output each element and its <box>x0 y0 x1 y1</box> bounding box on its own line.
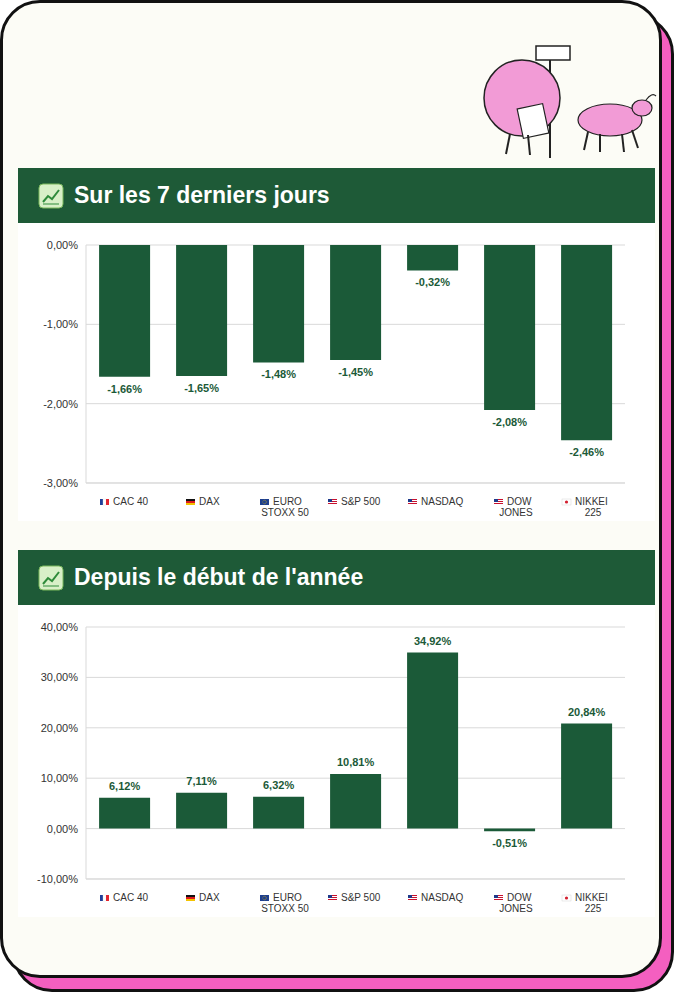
svg-text:S&P 500: S&P 500 <box>341 496 381 507</box>
svg-text:-1,00%: -1,00% <box>43 318 78 330</box>
svg-text:NIKKEI: NIKKEI <box>575 496 608 507</box>
svg-text:-0,51%: -0,51% <box>492 837 527 849</box>
svg-text:-10,00%: -10,00% <box>37 873 78 885</box>
svg-text:7,11%: 7,11% <box>186 775 217 787</box>
svg-text:DAX: DAX <box>199 496 220 507</box>
svg-text:30,00%: 30,00% <box>41 671 79 683</box>
svg-text:-2,08%: -2,08% <box>492 416 527 428</box>
html-text:Sur les 7 derniers jours: Sur les 7 derniers jours <box>74 182 330 208</box>
svg-text:20,84%: 20,84% <box>568 706 606 718</box>
html-text:Depuis le début de l'année: Depuis le début de l'année <box>74 564 364 590</box>
svg-text:DAX: DAX <box>199 892 220 903</box>
svg-text:JONES: JONES <box>499 507 533 518</box>
svg-text:-1,48%: -1,48% <box>261 368 296 380</box>
svg-text:S&P 500: S&P 500 <box>341 892 381 903</box>
svg-text:-3,00%: -3,00% <box>43 477 78 489</box>
svg-text:EURO: EURO <box>273 496 302 507</box>
svg-text:6,32%: 6,32% <box>263 779 294 791</box>
svg-text:NASDAQ: NASDAQ <box>421 892 463 903</box>
svg-text:225: 225 <box>585 507 602 518</box>
svg-text:DOW: DOW <box>507 496 532 507</box>
svg-text:DOW: DOW <box>507 892 532 903</box>
svg-text:20,00%: 20,00% <box>41 722 79 734</box>
svg-text:10,00%: 10,00% <box>41 772 79 784</box>
svg-text:-2,00%: -2,00% <box>43 398 78 410</box>
svg-text:STOXX 50: STOXX 50 <box>261 903 309 914</box>
svg-text:225: 225 <box>585 903 602 914</box>
svg-text:STOXX 50: STOXX 50 <box>261 507 309 518</box>
svg-text:0,00%: 0,00% <box>47 239 78 251</box>
svg-text:40,00%: 40,00% <box>41 621 79 633</box>
svg-text:-1,66%: -1,66% <box>107 383 142 395</box>
svg-text:CAC 40: CAC 40 <box>113 892 148 903</box>
svg-text:EURO: EURO <box>273 892 302 903</box>
svg-text:10,81%: 10,81% <box>337 756 375 768</box>
svg-text:6,12%: 6,12% <box>109 780 140 792</box>
svg-text:-1,65%: -1,65% <box>184 382 219 394</box>
svg-text:34,92%: 34,92% <box>414 635 452 647</box>
svg-text:NIKKEI: NIKKEI <box>575 892 608 903</box>
svg-text:JONES: JONES <box>499 903 533 914</box>
svg-text:-0,32%: -0,32% <box>415 276 450 288</box>
svg-text:NASDAQ: NASDAQ <box>421 496 463 507</box>
svg-text:-2,46%: -2,46% <box>569 446 604 458</box>
svg-text:CAC 40: CAC 40 <box>113 496 148 507</box>
svg-text:0,00%: 0,00% <box>47 823 78 835</box>
svg-text:-1,45%: -1,45% <box>338 366 373 378</box>
